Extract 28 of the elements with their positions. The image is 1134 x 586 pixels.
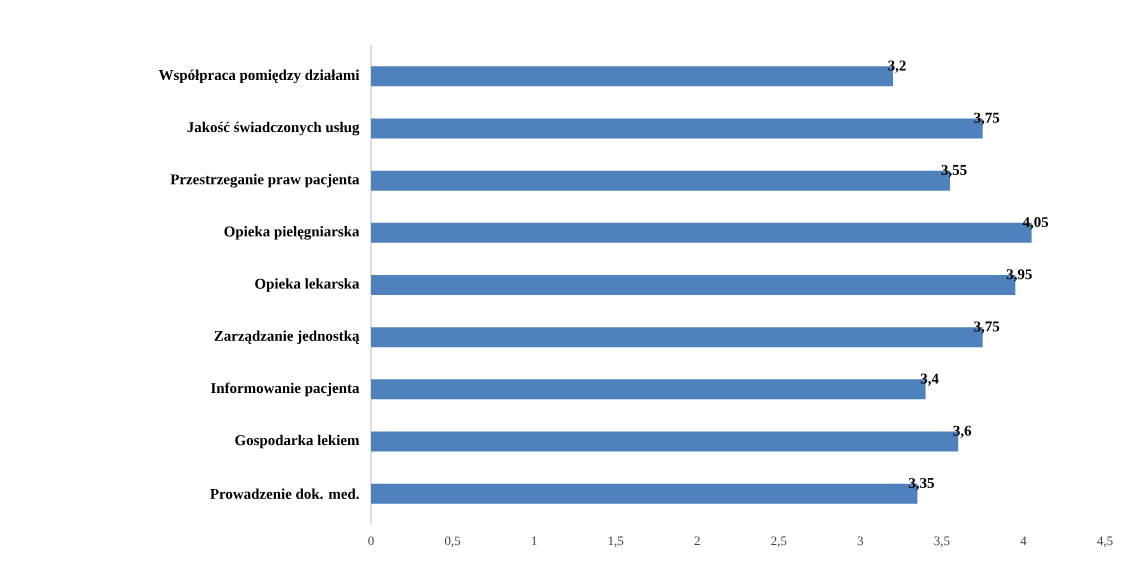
y-tick-label: Gospodarka lekiem <box>235 434 360 449</box>
x-tick-label: 0 <box>368 536 374 546</box>
data-label: 4,05 <box>1022 217 1049 230</box>
data-label: 3,55 <box>941 164 967 178</box>
y-tick-label: Opieka pielęgniarska <box>224 226 360 240</box>
x-tick-label: 4,5 <box>1097 536 1113 548</box>
x-tick-label: 2,5 <box>771 536 787 548</box>
x-tick-label: 1 <box>532 536 537 546</box>
data-label: 3,35 <box>908 477 934 491</box>
x-tick-label: 3,5 <box>934 536 950 548</box>
y-tick-label: Informowanie pacjenta <box>210 382 360 397</box>
x-tick-label: 4 <box>1020 536 1027 546</box>
y-tick-label: Opieka lekarska <box>255 278 360 292</box>
data-label: 3,2 <box>888 60 906 73</box>
data-label: 3,75 <box>974 321 1000 334</box>
y-tick-label: Prowadzenie dok. med. <box>210 488 359 499</box>
x-tick-label: 1,5 <box>608 536 624 548</box>
x-tick-label: 3 <box>857 536 864 546</box>
x-tick-label: 0,5 <box>444 536 461 548</box>
y-tick-label: Przestrzeganie praw pacjenta <box>170 173 360 188</box>
x-tick-label: 2 <box>694 536 700 546</box>
data-label: 3,95 <box>1006 269 1032 282</box>
y-tick-label: Współpraca pomiędzy działami <box>158 69 360 84</box>
data-label: 3,4 <box>920 373 939 386</box>
y-tick-label: Zarządzanie jednostką <box>214 330 360 344</box>
y-tick-label: Jakość świadczonych usług <box>187 121 360 136</box>
data-label: 3,6 <box>953 425 972 438</box>
data-label: 3,75 <box>974 112 1000 125</box>
